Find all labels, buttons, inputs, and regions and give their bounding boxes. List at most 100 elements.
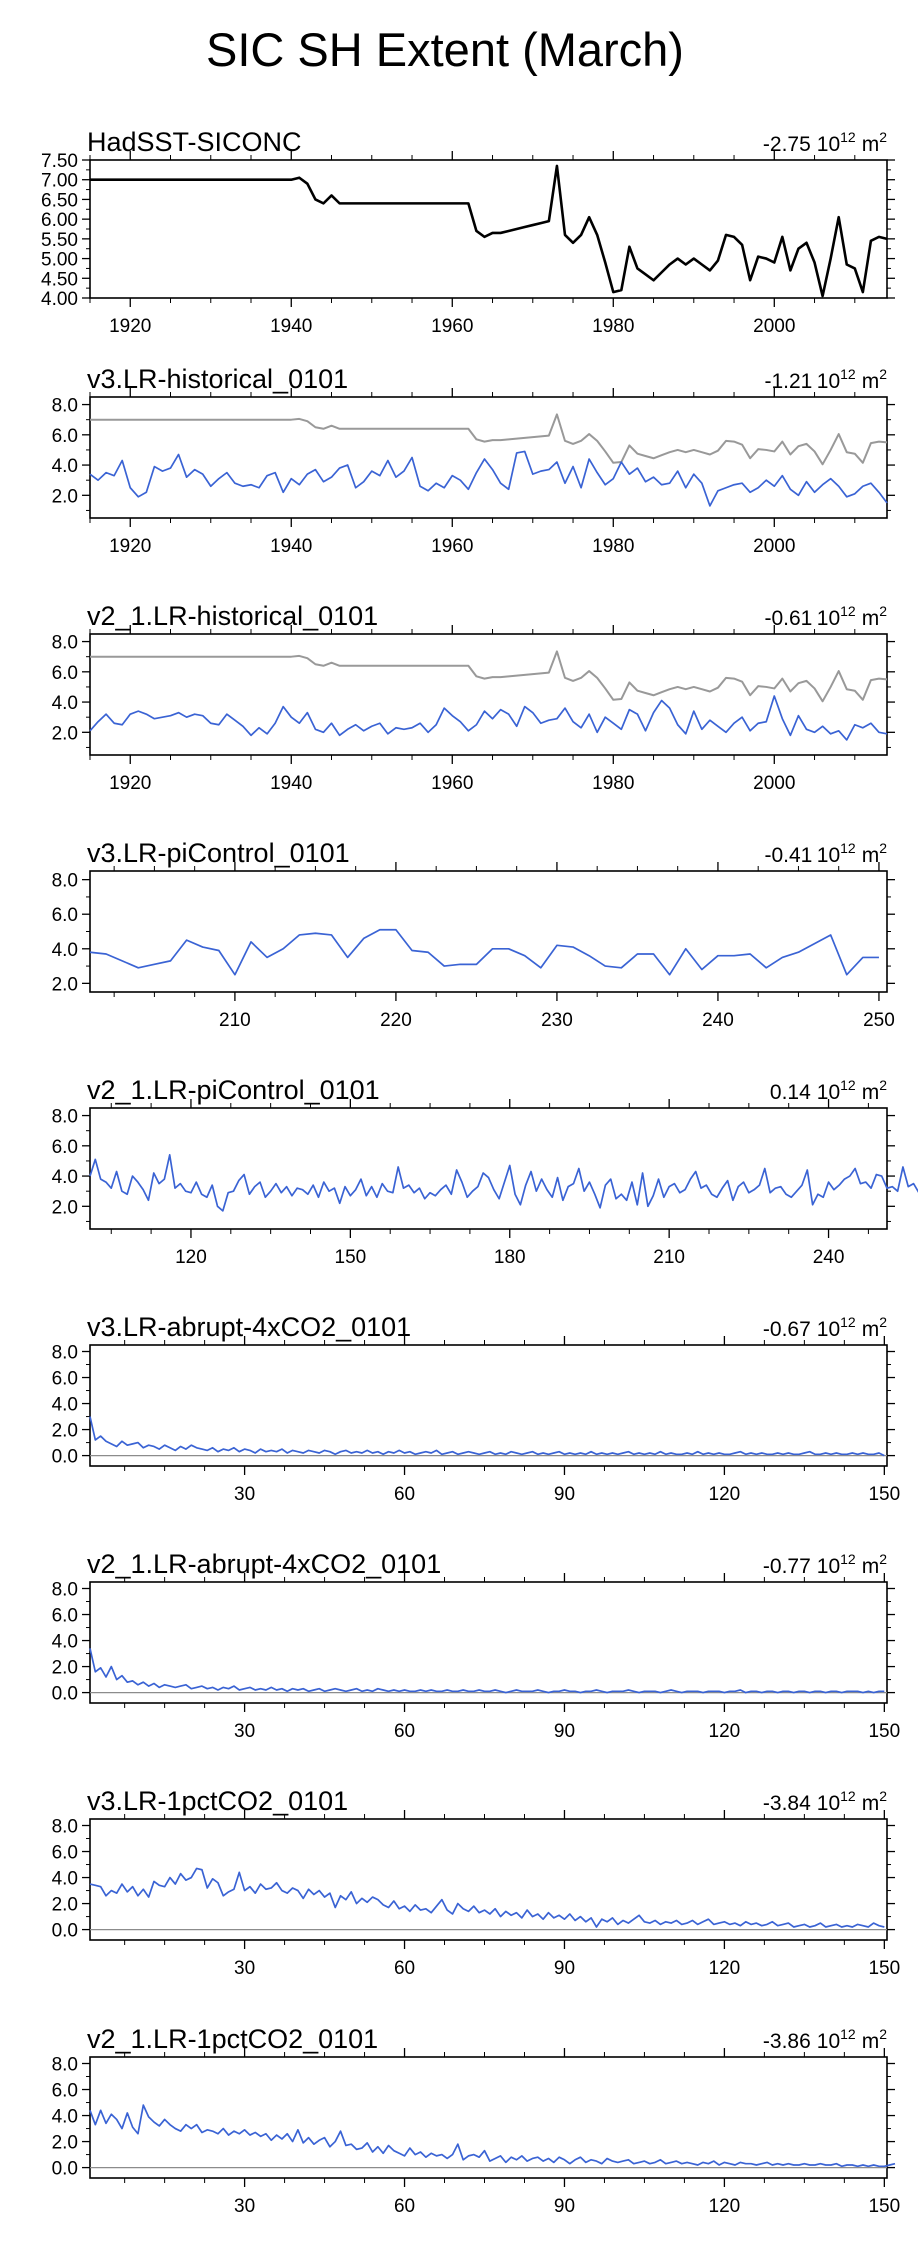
unit-squared: 2 — [879, 129, 887, 145]
unit-exponent: 12 — [840, 1788, 856, 1804]
panel-title: v3.LR-piControl_0101 — [87, 838, 350, 868]
series-line-model — [89, 2104, 896, 2168]
x-tick-label: 220 — [380, 1010, 412, 1031]
y-tick-label: 8.0 — [52, 633, 78, 654]
x-tick-label: 2000 — [753, 536, 795, 557]
unit-squared: 2 — [879, 840, 887, 856]
series-line-ref — [90, 413, 888, 466]
unit-exponent: 12 — [840, 1551, 856, 1567]
x-tick-label: 120 — [709, 1958, 741, 1979]
x-tick-label: 150 — [868, 1721, 900, 1742]
x-tick-label: 30 — [234, 1721, 255, 1742]
x-tick-label: 2000 — [753, 316, 795, 337]
trend-label: 0.14 1012 m2 — [770, 1077, 887, 1104]
unit-base: 10 — [817, 2030, 840, 2053]
unit-m: m — [862, 2030, 880, 2053]
y-tick-label: 5.50 — [41, 230, 78, 251]
x-tick-label: 230 — [541, 1010, 573, 1031]
plot-frame — [89, 1818, 888, 1941]
x-tick-label: 1960 — [431, 773, 473, 794]
chart-panel: v3.LR-abrupt-4xCO2_0101 -0.67 1012 m2 0.0 2.0… — [52, 1312, 901, 1505]
unit-squared: 2 — [879, 1314, 887, 1330]
trend-label: -0.41 1012 m2 — [764, 840, 887, 867]
trend-value: -0.67 — [763, 1318, 811, 1341]
x-tick-label: 1940 — [270, 316, 312, 337]
chart-panel: HadSST-SICONC -2.75 1012 m2 4.004.505.005.50… — [41, 127, 895, 337]
unit-exponent: 12 — [840, 1077, 856, 1093]
unit-exponent: 12 — [840, 1314, 856, 1330]
y-tick-label: 2.0 — [52, 1197, 78, 1218]
chart-panel: v2_1.LR-historical_0101 -0.61 1012 m2 2.0 4.0… — [52, 601, 895, 794]
unit-base: 10 — [817, 1081, 840, 1104]
panel-title: v3.LR-1pctCO2_0101 — [87, 1786, 348, 1816]
x-tick-label: 240 — [813, 1247, 845, 1268]
panel-title: v2_1.LR-1pctCO2_0101 — [87, 2024, 378, 2054]
x-tick-label: 120 — [709, 2196, 741, 2217]
series-line-model — [89, 1416, 885, 1457]
unit-base: 10 — [817, 1792, 840, 1815]
y-tick-label: 2.0 — [52, 2133, 78, 2154]
x-tick-label: 90 — [554, 2196, 575, 2217]
x-tick-label: 150 — [335, 1247, 367, 1268]
y-tick-label: 2.0 — [52, 1895, 78, 1916]
y-tick-label: 6.0 — [52, 1137, 78, 1158]
panel-title: HadSST-SICONC — [87, 127, 302, 157]
unit-squared: 2 — [879, 603, 887, 619]
x-tick-label: 120 — [709, 1484, 741, 1505]
x-tick-label: 30 — [234, 1484, 255, 1505]
x-tick-label: 1920 — [109, 316, 151, 337]
trend-label: -2.75 1012 m2 — [763, 129, 887, 156]
trend-label: -0.61 1012 m2 — [764, 603, 887, 630]
y-tick-label: 4.0 — [52, 1869, 78, 1890]
plot-frame — [89, 870, 888, 993]
trend-value: -1.21 — [764, 370, 811, 393]
x-tick-label: 60 — [394, 1721, 415, 1742]
x-tick-label: 30 — [234, 1958, 255, 1979]
unit-exponent: 12 — [840, 840, 856, 856]
x-tick-label: 1980 — [592, 316, 634, 337]
unit-m: m — [862, 1792, 880, 1815]
y-tick-label: 8.0 — [52, 1107, 78, 1128]
plot-frame — [89, 633, 888, 756]
x-tick-label: 90 — [554, 1958, 575, 1979]
y-tick-label: 6.0 — [52, 1843, 78, 1864]
x-tick-label: 1940 — [270, 536, 312, 557]
plot-frame — [89, 1581, 888, 1704]
x-tick-label: 150 — [868, 1958, 900, 1979]
x-tick-label: 60 — [394, 1484, 415, 1505]
unit-squared: 2 — [879, 2026, 887, 2042]
x-tick-label: 120 — [175, 1247, 207, 1268]
trend-value: 0.14 — [770, 1081, 811, 1104]
y-tick-label: 8.0 — [52, 1817, 78, 1838]
unit-m: m — [862, 1081, 880, 1104]
y-tick-label: 0.0 — [52, 1921, 78, 1942]
unit-squared: 2 — [879, 366, 887, 382]
unit-exponent: 12 — [840, 129, 856, 145]
y-tick-label: 6.0 — [52, 905, 78, 926]
y-tick-label: 6.0 — [52, 1369, 78, 1390]
y-tick-label: 4.00 — [41, 289, 78, 310]
trend-value: -2.75 — [763, 133, 811, 156]
trend-label: -0.67 1012 m2 — [763, 1314, 887, 1341]
y-tick-label: 2.0 — [52, 723, 78, 744]
chart-panel: v3.LR-historical_0101 -1.21 1012 m2 2.0 4.0 6.… — [52, 364, 895, 557]
trend-label: -1.21 1012 m2 — [764, 366, 887, 393]
y-tick-label: 6.0 — [52, 663, 78, 684]
y-tick-label: 8.0 — [52, 1580, 78, 1601]
x-tick-label: 1960 — [431, 536, 473, 557]
x-tick-label: 2000 — [753, 773, 795, 794]
panel-title: v2_1.LR-piControl_0101 — [87, 1075, 380, 1105]
unit-base: 10 — [817, 1555, 840, 1578]
y-tick-label: 6.0 — [52, 1606, 78, 1627]
plot-frame — [89, 396, 888, 519]
trend-label: -3.86 1012 m2 — [763, 2026, 887, 2053]
x-tick-label: 1920 — [109, 773, 151, 794]
y-tick-label: 6.0 — [52, 426, 78, 447]
unit-base: 10 — [817, 607, 840, 630]
unit-squared: 2 — [879, 1788, 887, 1804]
x-tick-label: 1940 — [270, 773, 312, 794]
x-tick-label: 120 — [709, 1721, 741, 1742]
unit-m: m — [862, 607, 880, 630]
trend-value: -0.41 — [764, 844, 811, 867]
